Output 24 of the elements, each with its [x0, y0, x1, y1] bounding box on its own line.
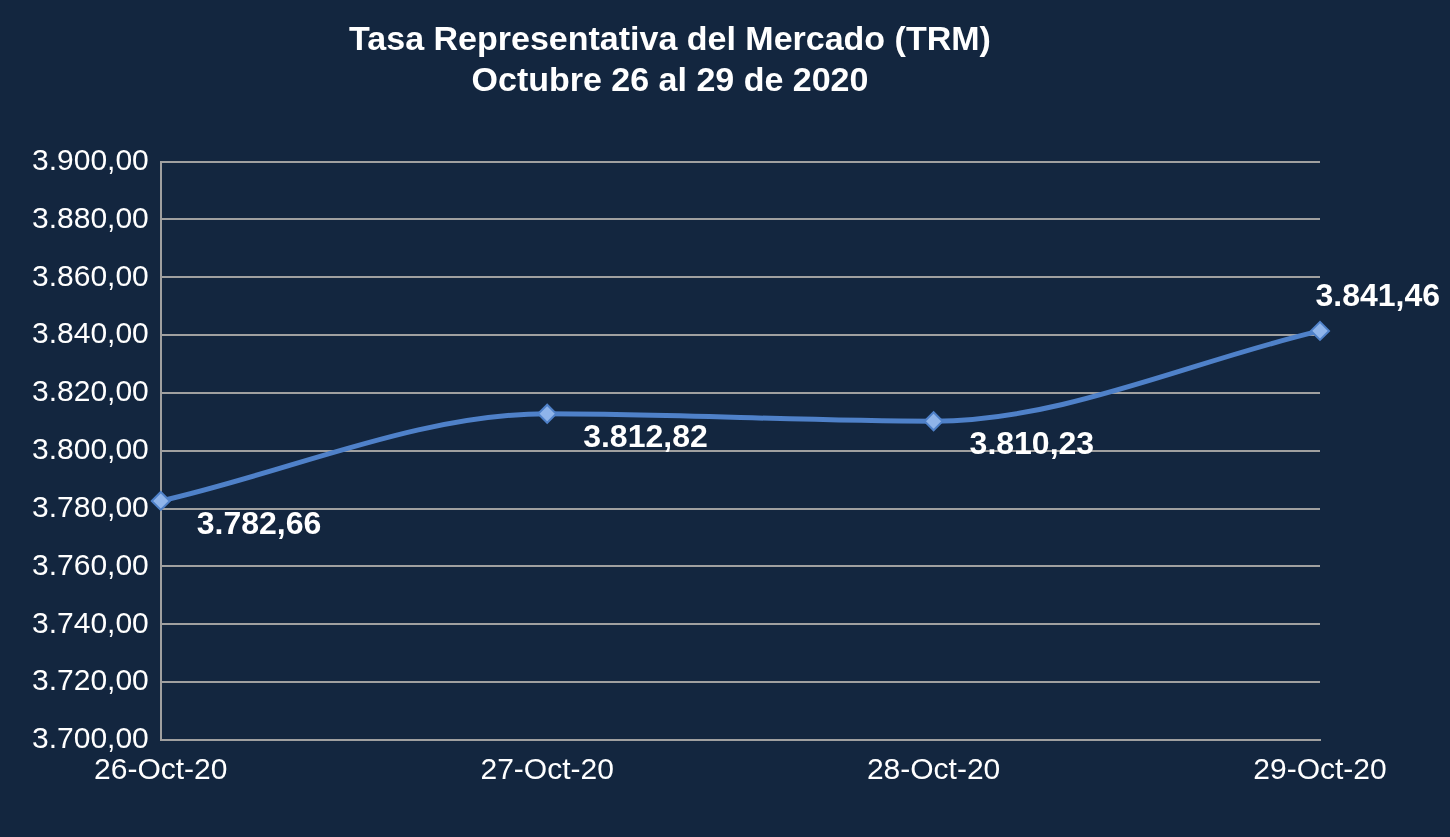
x-tick-label: 26-Oct-20 — [94, 752, 228, 786]
y-tick-label: 3.740,00 — [32, 605, 149, 639]
y-tick-label: 3.900,00 — [32, 142, 149, 176]
y-tick-label: 3.840,00 — [32, 316, 149, 350]
x-tick-label: 28-Oct-20 — [866, 752, 1001, 786]
y-tick-label: 3.880,00 — [32, 200, 149, 234]
point — [150, 490, 171, 511]
y-tick-label: 3.820,00 — [32, 374, 149, 408]
x-tick-label: 29-Oct-20 — [1253, 752, 1387, 786]
y-tick-label: 3.800,00 — [32, 432, 149, 466]
point — [537, 403, 558, 424]
data-label: 3.841,46 — [1315, 276, 1440, 313]
data-label: 3.812,82 — [583, 417, 708, 454]
y-tick-label: 3.780,00 — [32, 489, 149, 523]
x-tick-label: 27-Oct-20 — [480, 752, 614, 786]
y-tick-label: 3.760,00 — [32, 547, 149, 581]
data-label: 3.782,66 — [196, 504, 322, 541]
chart-title: Tasa Representativa del Mercado (TRM) — [349, 18, 991, 57]
y-tick-label: 3.700,00 — [32, 721, 149, 755]
y-tick-label: 3.860,00 — [32, 258, 149, 292]
point — [923, 411, 944, 432]
chart-subtitle: Octubre 26 al 29 de 2020 — [471, 59, 869, 98]
point — [1310, 320, 1330, 341]
y-tick-label: 3.720,00 — [32, 663, 149, 697]
